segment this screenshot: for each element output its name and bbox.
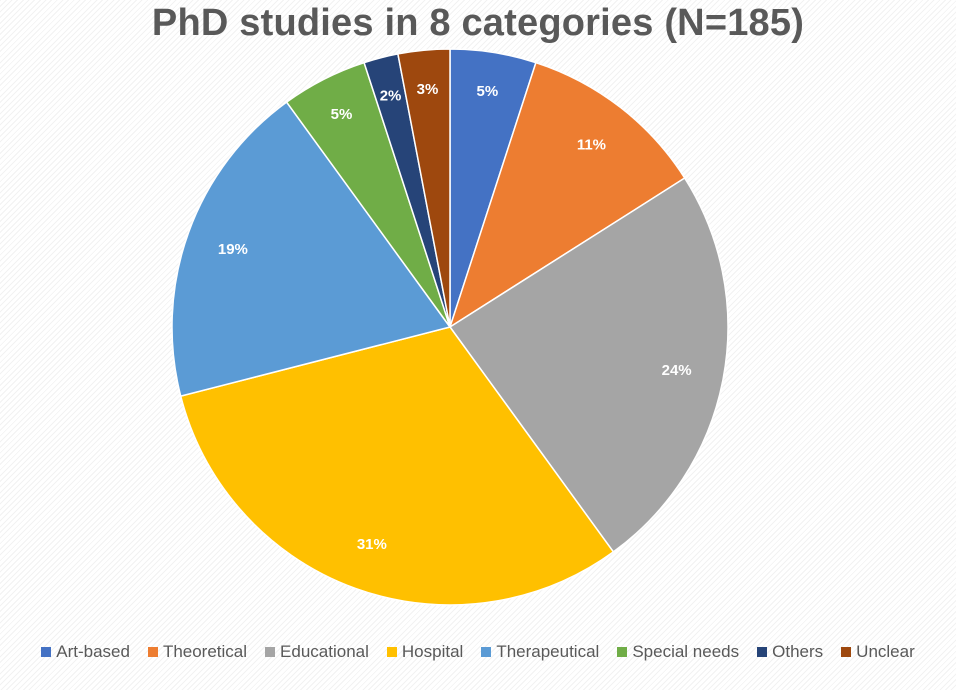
data-label-unclear: 3% <box>417 81 439 98</box>
pie-slice-theoretical <box>448 61 686 329</box>
pie-data-labels: 5% 11% 24% 31% 19% 5% 2% 3% <box>218 81 692 553</box>
legend-swatch-theoretical <box>147 647 158 657</box>
legend-swatch-educational <box>265 647 276 657</box>
legend-swatch-others <box>757 647 768 657</box>
legend-item-hospital: Hospital <box>386 642 464 662</box>
legend-label-educational: Educational <box>280 642 369 661</box>
data-label-hospital: 31% <box>357 536 387 553</box>
pie-chart: 5% 11% 24% 31% 19% 5% 2% 3% <box>171 48 729 606</box>
legend-label-hospital: Hospital <box>401 642 464 661</box>
legend-swatch-special-needs <box>617 647 628 657</box>
data-label-educational: 24% <box>662 362 692 379</box>
chart-title: PhD studies in 8 categories (N=185) <box>151 2 805 44</box>
legend-item-educational: Educational <box>265 642 369 662</box>
pie-slices <box>171 48 729 606</box>
legend-swatch-therapeutical <box>481 647 492 657</box>
data-label-others: 2% <box>380 87 402 104</box>
legend-label-others: Others <box>772 642 824 661</box>
data-label-theoretical: 11% <box>577 137 606 154</box>
legend-item-therapeutical: Therapeutical <box>481 642 599 662</box>
legend-item-others: Others <box>757 642 823 662</box>
legend-label-art-based: Art-based <box>56 642 130 661</box>
pie-slice-unclear <box>397 48 451 328</box>
chart-legend: Art-based Theoretical Educational Hospital T… <box>0 642 956 662</box>
pie-slice-therapeutical <box>171 101 452 398</box>
legend-item-art-based: Art-based <box>41 642 130 662</box>
data-label-special-needs: 5% <box>331 106 353 123</box>
legend-item-theoretical: Theoretical <box>147 642 248 662</box>
data-label-art-based: 5% <box>477 83 499 100</box>
pie-slice-educational <box>448 177 729 553</box>
legend-label-theoretical: Theoretical <box>162 642 248 661</box>
pie-slice-hospital <box>179 326 615 606</box>
data-label-therapeutical: 19% <box>218 241 248 258</box>
legend-label-unclear: Unclear <box>856 642 915 661</box>
legend-swatch-hospital <box>386 647 397 657</box>
legend-swatch-unclear <box>841 647 852 657</box>
legend-item-special-needs: Special needs <box>617 642 739 662</box>
legend-label-special-needs: Special needs <box>632 642 740 661</box>
legend-swatch-art-based <box>41 647 52 657</box>
legend-item-unclear: Unclear <box>841 642 915 662</box>
legend-label-therapeutical: Therapeutical <box>496 642 600 661</box>
